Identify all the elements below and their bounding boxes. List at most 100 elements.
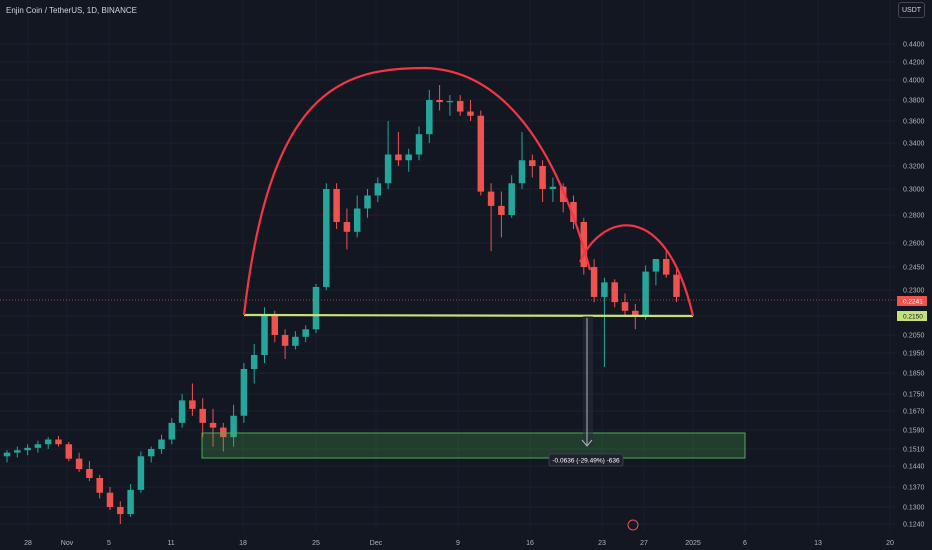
candle [446, 95, 454, 116]
y-tick-label: 0.1950 [903, 351, 925, 358]
x-tick-label: 27 [640, 540, 648, 547]
candle [518, 132, 526, 189]
y-tick-label: 0.4400 [903, 42, 925, 49]
candle [292, 331, 299, 350]
measure-label-box [548, 453, 624, 467]
candle [137, 451, 145, 493]
candle [3, 450, 11, 463]
candle [652, 259, 660, 286]
x-tick-label: 18 [239, 540, 247, 547]
candle [374, 177, 382, 202]
price-label-current: 0.2241 [903, 299, 923, 306]
logo-icon [627, 519, 639, 531]
candle [384, 121, 392, 189]
y-tick-label: 0.1440 [903, 464, 925, 471]
y-tick-label: 0.2800 [903, 213, 925, 220]
x-tick-label: 28 [24, 540, 32, 547]
y-tick-label: 0.3000 [903, 187, 925, 194]
candle [312, 283, 320, 334]
candle [456, 95, 464, 116]
x-axis: 28 Nov 5 11 18 25 Dec 9 16 23 27 2025 6 13 20 [24, 540, 894, 547]
x-tick-label: 9 [456, 540, 460, 547]
candle [65, 441, 73, 462]
candle [127, 484, 134, 517]
candles [3, 85, 680, 524]
y-tick-label: 0.3600 [903, 119, 925, 126]
candle [189, 383, 196, 416]
x-tick-label: 13 [814, 540, 822, 547]
candle [158, 434, 165, 454]
candle [86, 461, 93, 481]
candle [662, 251, 670, 278]
candle [240, 363, 248, 423]
x-tick-label: Dec [370, 540, 383, 547]
candle [498, 191, 505, 238]
x-tick-label: 6 [743, 540, 747, 547]
candle [487, 183, 495, 251]
candle [209, 408, 217, 447]
candle [621, 293, 629, 316]
candle [673, 267, 680, 303]
candle [220, 422, 227, 452]
neckline [243, 313, 694, 318]
candle [642, 265, 649, 320]
candle [477, 110, 485, 196]
candle [117, 501, 124, 524]
y-tick-label: 0.2600 [903, 241, 925, 248]
candle [34, 440, 42, 453]
candle [96, 475, 103, 499]
head-arc [242, 66, 592, 316]
price-label-current-bg [897, 296, 927, 306]
x-tick-label: 2025 [685, 540, 701, 547]
candle [178, 394, 186, 428]
candle [106, 487, 114, 510]
shoulder-arc [578, 224, 695, 317]
target-zone [201, 432, 746, 459]
currency-button[interactable]: USDT [898, 2, 925, 18]
measure-box [583, 316, 593, 446]
pattern-overlay: -0.0636 (-29.49%) -636 [0, 66, 895, 531]
candle [539, 160, 546, 202]
y-tick-label: 0.4000 [903, 78, 925, 85]
candle [405, 148, 412, 172]
candle [343, 208, 351, 250]
y-tick-label: 0.1240 [903, 522, 925, 529]
candle [261, 307, 268, 363]
x-tick-label: 16 [526, 540, 534, 547]
y-tick-label: 0.2050 [903, 333, 925, 340]
x-tick-label: 23 [598, 540, 606, 547]
y-tick-label: 0.1300 [903, 505, 925, 512]
y-tick-label: 0.1590 [903, 428, 925, 435]
measure-label: -0.0636 (-29.49%) -636 [552, 458, 620, 465]
candle [395, 132, 402, 166]
y-tick-label: 0.3800 [903, 98, 925, 105]
candle [168, 418, 176, 445]
candle [230, 404, 237, 447]
candle [147, 446, 155, 463]
candle [611, 279, 618, 308]
candle [590, 259, 598, 303]
candle [55, 435, 62, 447]
y-tick-label: 0.1510 [903, 447, 925, 454]
candle [302, 325, 309, 343]
candle [323, 183, 330, 290]
candle [281, 329, 289, 359]
x-tick-label: Nov [61, 540, 74, 547]
candle [75, 452, 83, 472]
y-tick-label: 0.2300 [903, 288, 925, 295]
candle [570, 195, 577, 229]
candle [549, 177, 557, 202]
x-tick-label: 5 [107, 540, 111, 547]
y-tick-label: 0.3200 [903, 164, 925, 171]
candle [529, 154, 536, 178]
candle [364, 189, 371, 218]
x-tick-label: 20 [886, 540, 894, 547]
measure-arrow-head [581, 439, 593, 447]
candle [415, 126, 423, 161]
y-axis: 0.4400 0.4200 0.4000 0.3800 0.3600 0.3400 0.32… [903, 42, 925, 529]
candle [559, 183, 567, 213]
price-label-neckline-bg [897, 311, 927, 321]
candle [250, 344, 258, 384]
candle [353, 195, 361, 238]
